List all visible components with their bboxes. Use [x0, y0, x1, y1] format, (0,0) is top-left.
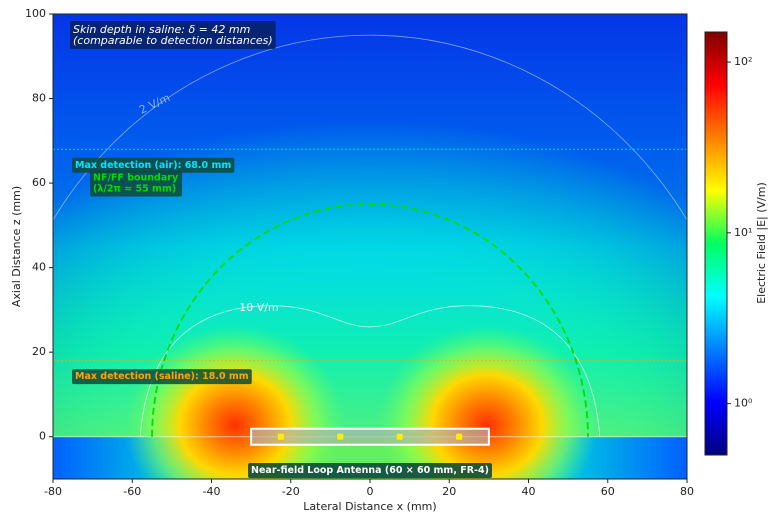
x-tick-label: -20	[282, 485, 300, 498]
antenna-feed	[396, 433, 403, 440]
x-tick-label: 60	[601, 485, 615, 498]
y-tick-label: 100	[25, 7, 46, 20]
reference-label: Max detection (saline): 18.0 mm	[75, 371, 249, 382]
antenna-label: Near-field Loop Antenna (60 × 60 mm, FR-…	[251, 465, 489, 476]
label-box	[248, 463, 492, 479]
y-axis-label: Axial Distance z (mm)	[10, 186, 23, 307]
y-tick-label: 60	[32, 176, 46, 189]
antenna	[250, 427, 490, 446]
y-tick-label: 40	[32, 261, 46, 274]
boundary-label-line: NF/FF boundary	[93, 173, 179, 184]
reference-label: Max detection (air): 68.0 mm	[75, 160, 231, 171]
contour-line	[53, 34, 687, 222]
label-box	[90, 170, 182, 197]
x-tick-label: -60	[123, 485, 141, 498]
x-axis-label: Lateral Distance x (mm)	[303, 500, 436, 513]
boundary-arc	[151, 203, 589, 437]
colorbar-tick-label: 10²	[734, 55, 752, 68]
x-tick-label: -80	[44, 485, 62, 498]
y-tick-label: 80	[32, 92, 46, 105]
x-tick-label: 0	[367, 485, 374, 498]
note-line: Skin depth in saline: δ = 42 mm	[73, 23, 250, 36]
contour-line	[139, 305, 601, 437]
note-line: (comparable to detection distances)	[73, 34, 273, 47]
y-tick-label: 0	[39, 430, 46, 443]
x-tick-label: 80	[680, 485, 694, 498]
label-box	[72, 369, 252, 385]
contour-label: 10 V/m	[239, 301, 278, 314]
note: Skin depth in saline: δ = 42 mm(comparab…	[70, 21, 276, 49]
antenna-feed	[277, 433, 284, 440]
field-map	[53, 14, 687, 479]
y-tick-label: 20	[32, 345, 46, 358]
x-tick-label: 20	[442, 485, 456, 498]
colorbar-tick-label: 10⁰	[734, 397, 753, 410]
x-tick-label: -40	[203, 485, 221, 498]
colorbar-label: Electric Field |E| (V/m)	[755, 182, 768, 304]
colorbar	[704, 31, 728, 456]
boundary-label: NF/FF boundary(λ/2π ≈ 55 mm)	[90, 170, 182, 197]
label-box	[70, 21, 276, 49]
boundary-label-line: (λ/2π ≈ 55 mm)	[93, 184, 176, 195]
antenna-feed	[337, 433, 344, 440]
label-box	[72, 157, 235, 173]
x-tick-label: 40	[522, 485, 536, 498]
colorbar-tick-label: 10¹	[734, 226, 752, 239]
antenna-feed	[456, 433, 463, 440]
